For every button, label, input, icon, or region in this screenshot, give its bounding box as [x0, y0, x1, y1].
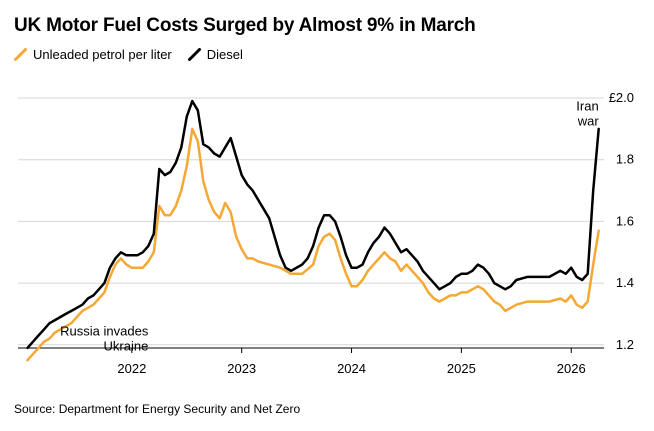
y-tick-label: £2.0: [609, 90, 634, 105]
x-tick-label: 2023: [227, 361, 256, 376]
legend-label-diesel: Diesel: [206, 46, 243, 62]
annotation-text: Ukraine: [104, 339, 149, 354]
x-tick-label: 2022: [117, 361, 146, 376]
series-lines: [26, 99, 600, 362]
legend-label-petrol: Unleaded petrol per liter: [33, 46, 172, 62]
legend-swatch-diesel-icon: [187, 47, 201, 61]
chart-title: UK Motor Fuel Costs Surged by Almost 9% …: [14, 15, 476, 36]
series-line-0: [26, 127, 600, 362]
x-tick-label: 2024: [337, 361, 366, 376]
gridlines: [18, 97, 604, 346]
legend: Unleaded petrol per liter Diesel: [14, 45, 259, 63]
y-tick-label: 1.2: [616, 337, 634, 352]
y-tick-label: 1.8: [616, 152, 634, 167]
series-line-1: [26, 99, 600, 350]
annotation-text: Iran: [576, 98, 598, 113]
legend-swatch-petrol-icon: [14, 47, 27, 61]
y-tick-label: 1.6: [616, 213, 634, 228]
y-tick-label: 1.4: [616, 275, 634, 290]
x-tick-label: 2025: [447, 361, 476, 376]
annotation-text: Russia invades: [60, 324, 149, 339]
legend-item-diesel: Diesel: [187, 46, 243, 62]
annotation-text: war: [577, 113, 600, 128]
legend-item-petrol: Unleaded petrol per liter: [14, 47, 172, 62]
x-axis: 2022 2023 2024 2025 2026: [18, 347, 604, 376]
x-tick-label: 2026: [557, 361, 586, 376]
source-note: Source: Department for Energy Security a…: [14, 402, 301, 416]
y-axis-labels: 1.2 1.4 1.6 1.8 £2.0: [609, 90, 634, 352]
